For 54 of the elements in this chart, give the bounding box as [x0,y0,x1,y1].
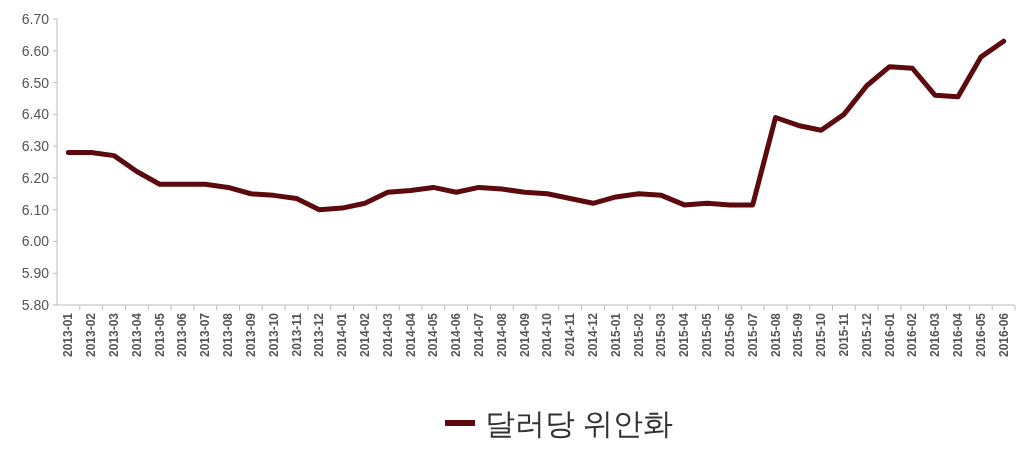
x-tick-label: 2014-09 [517,312,532,358]
x-tick-label: 2013-11 [289,312,304,357]
x-tick-label: 2015-03 [654,312,669,358]
x-tick-label: 2013-02 [84,312,99,358]
legend-label: 달러당 위안화 [485,407,674,440]
x-tick-label: 2013-03 [107,312,122,358]
x-tick-label: 2014-02 [357,312,372,358]
x-tick-label: 2014-12 [586,312,601,358]
y-tick-label: 6.20 [21,169,50,186]
x-tick-label: 2013-12 [312,312,327,358]
x-tick-label: 2014-07 [471,312,486,358]
x-tick-label: 2014-10 [540,312,555,358]
x-tick-label: 2013-07 [198,312,213,358]
x-tick-label: 2015-01 [608,312,623,358]
y-tick-label: 6.50 [21,74,50,91]
x-tick-label: 2016-03 [928,312,943,358]
x-tick-label: 2013-05 [152,312,167,358]
x-tick-label: 2016-04 [950,312,965,358]
y-tick-label: 5.90 [21,265,50,282]
x-tick-label: 2016-02 [905,312,920,358]
x-tick-label: 2014-01 [335,312,350,358]
x-tick-label: 2015-02 [631,312,646,358]
x-tick-label: 2015-04 [677,312,692,358]
x-tick-label: 2015-11 [836,312,851,357]
y-tick-label: 5.80 [21,297,50,313]
x-tick-label: 2014-03 [380,312,395,358]
x-tick-label: 2013-04 [129,312,144,358]
x-tick-label: 2013-06 [175,312,190,358]
x-tick-label: 2014-06 [449,312,464,358]
x-tick-label: 2013-10 [266,312,281,358]
y-tick-label: 6.10 [21,201,50,218]
x-tick-label: 2013-09 [243,312,258,358]
x-tick-label: 2016-05 [973,312,988,358]
x-tick-label: 2013-08 [221,312,236,358]
x-tick-label: 2015-06 [722,312,737,358]
x-tick-label: 2014-08 [494,312,509,358]
x-tick-label: 2014-05 [426,312,441,358]
x-tick-label: 2015-07 [745,312,760,358]
x-tick-label: 2015-05 [700,312,715,358]
x-tick-label: 2016-01 [882,312,897,358]
y-tick-label: 6.40 [21,106,50,123]
x-tick-label: 2015-08 [768,312,783,358]
y-tick-label: 6.00 [21,233,50,250]
x-tick-label: 2015-09 [791,312,806,358]
x-tick-label: 2014-11 [563,312,578,357]
x-tick-label: 2015-12 [859,312,874,358]
x-tick-label: 2013-01 [61,312,76,358]
y-tick-label: 6.30 [21,138,50,155]
legend: 달러당 위안화 [445,407,674,440]
x-tick-label: 2014-04 [403,312,418,358]
y-tick-label: 6.60 [21,42,50,59]
y-tick-label: 6.70 [21,11,50,27]
x-tick-label: 2015-10 [814,312,829,358]
x-tick-label: 2016-06 [996,312,1011,358]
